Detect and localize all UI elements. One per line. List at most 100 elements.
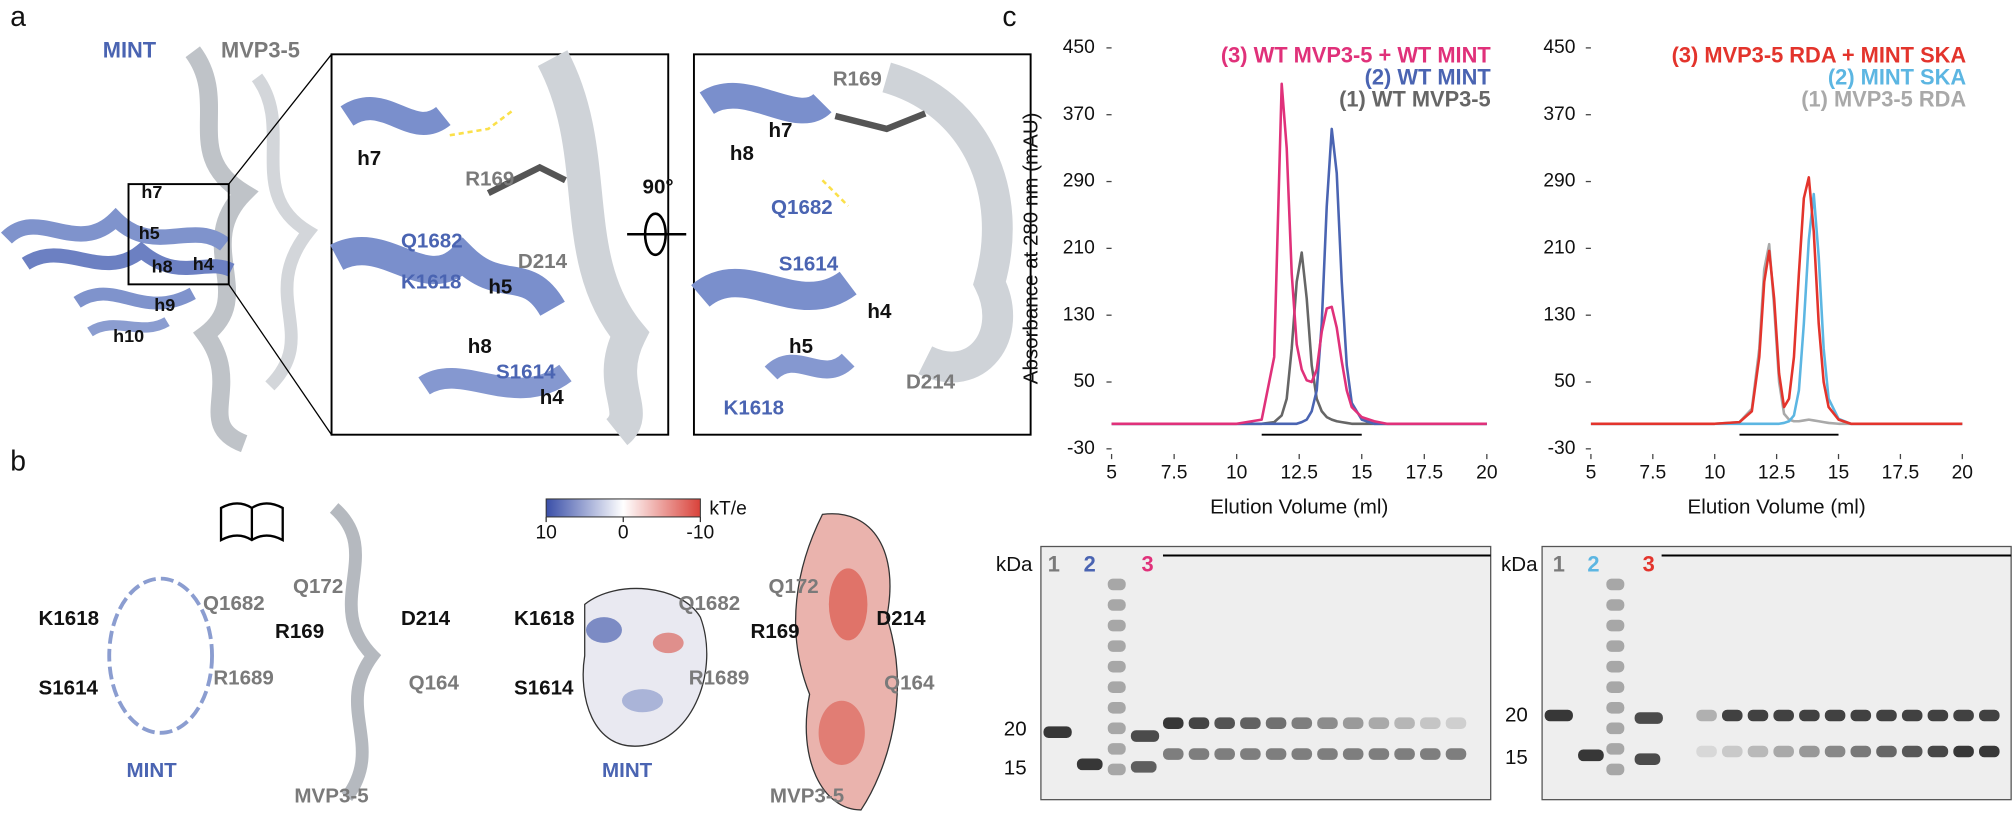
gel-band bbox=[1394, 717, 1415, 729]
x-tick-label: 10 bbox=[1226, 462, 1247, 483]
y-tick-label: 210 bbox=[1543, 237, 1575, 258]
gel-band bbox=[1606, 640, 1625, 652]
residue-label: h8 bbox=[730, 142, 754, 165]
gel-band bbox=[1634, 753, 1661, 765]
y-tick-label: 50 bbox=[1073, 371, 1094, 392]
panel-label: b bbox=[10, 444, 26, 476]
residue-label: R169 bbox=[465, 168, 514, 191]
residue-label: Q164 bbox=[409, 671, 460, 694]
cartoon-structures bbox=[107, 503, 382, 801]
x-tick-label: 7.5 bbox=[1639, 462, 1666, 483]
gel-band bbox=[1107, 599, 1126, 611]
gel-unit: kDa bbox=[1501, 553, 1538, 576]
gel-band bbox=[1107, 640, 1126, 652]
gel-band bbox=[1876, 745, 1897, 758]
x-tick-label: 5 bbox=[1106, 462, 1117, 483]
x-tick-label: 10 bbox=[1704, 462, 1725, 483]
gel-band bbox=[1445, 717, 1467, 729]
gel-band bbox=[1130, 730, 1160, 742]
legend-entry: (3) WT MVP3-5 + WT MINT bbox=[1221, 43, 1491, 68]
y-tick-label: 450 bbox=[1063, 37, 1095, 58]
lane-label: 3 bbox=[1643, 552, 1655, 577]
residue-label: Q172 bbox=[293, 575, 343, 598]
gel-band bbox=[1107, 763, 1126, 776]
marker-label: 20 bbox=[1505, 704, 1528, 727]
y-tick-label: 130 bbox=[1543, 304, 1575, 325]
gel-band bbox=[1291, 748, 1313, 760]
gel-band bbox=[1901, 709, 1923, 722]
gel-band bbox=[1606, 599, 1625, 611]
lane-label: 1 bbox=[1048, 552, 1060, 577]
rotation-label: 90° bbox=[643, 175, 674, 198]
gel-band bbox=[1606, 660, 1625, 673]
gel-band bbox=[1107, 578, 1126, 591]
residue-label: h4 bbox=[540, 386, 565, 409]
gel-band bbox=[1799, 745, 1820, 758]
legend-entry: (2) WT MINT bbox=[1365, 65, 1492, 90]
series-line bbox=[1111, 82, 1487, 426]
y-tick-label: -30 bbox=[1548, 438, 1576, 459]
residue-label: Q1682 bbox=[679, 592, 741, 615]
gel-band bbox=[1368, 748, 1390, 760]
colorbar bbox=[545, 498, 701, 518]
helix-label: h10 bbox=[113, 326, 144, 346]
gel-band bbox=[1979, 709, 2000, 722]
marker-label: 15 bbox=[1004, 756, 1027, 779]
gel-band bbox=[1876, 709, 1897, 722]
gel-band bbox=[1606, 578, 1625, 591]
residue-label: h4 bbox=[867, 300, 892, 323]
colorbar-unit: kT/e bbox=[709, 498, 746, 519]
x-tick-label: 7.5 bbox=[1161, 462, 1188, 483]
gel-band bbox=[1634, 712, 1663, 724]
protein-name: MINT bbox=[103, 38, 157, 63]
gel-band bbox=[1214, 717, 1235, 729]
series-line bbox=[1111, 127, 1487, 426]
residue-label: D214 bbox=[906, 371, 956, 394]
gel-band bbox=[1773, 745, 1794, 758]
residue-label: R169 bbox=[275, 620, 324, 643]
colorbar-tick-label: 10 bbox=[535, 523, 556, 544]
residue-label: K1618 bbox=[514, 607, 575, 630]
gel-band bbox=[1188, 717, 1210, 729]
colorbar-tick-label: -10 bbox=[686, 523, 714, 544]
gel-unit: kDa bbox=[996, 553, 1033, 576]
structure-overview bbox=[0, 46, 333, 453]
residue-label: K1618 bbox=[723, 396, 784, 419]
gel-band bbox=[1722, 745, 1743, 758]
x-tick-label: 17.5 bbox=[1882, 462, 1920, 483]
gel-band bbox=[1107, 619, 1126, 632]
x-tick-label: 12.5 bbox=[1758, 462, 1796, 483]
residue-label: D214 bbox=[401, 607, 451, 630]
gel-band bbox=[1722, 709, 1743, 722]
residue-label: Q164 bbox=[884, 671, 935, 694]
y-tick-label: -30 bbox=[1067, 438, 1095, 459]
gel-band bbox=[1317, 717, 1338, 729]
gel-band bbox=[1130, 761, 1157, 773]
x-tick-label: 17.5 bbox=[1406, 462, 1444, 483]
lane-label: 3 bbox=[1142, 552, 1154, 577]
gel-band bbox=[1162, 717, 1184, 729]
x-tick-label: 15 bbox=[1351, 462, 1372, 483]
book-icon bbox=[219, 502, 284, 543]
lane-label: 1 bbox=[1553, 552, 1565, 577]
series-line bbox=[1111, 251, 1487, 426]
y-tick-label: 370 bbox=[1063, 104, 1095, 125]
rotation-icon bbox=[627, 212, 687, 257]
gel-band bbox=[1107, 660, 1126, 673]
residue-label: S1614 bbox=[39, 677, 99, 700]
residue-label: S1614 bbox=[514, 677, 574, 700]
helix-label: h7 bbox=[141, 182, 162, 202]
gel-band bbox=[1578, 749, 1604, 762]
series-line bbox=[1590, 176, 1963, 426]
panel-label: c bbox=[1002, 0, 1016, 32]
residue-label: h8 bbox=[468, 335, 492, 358]
gel-band bbox=[1317, 748, 1338, 760]
y-tick-label: 130 bbox=[1063, 304, 1095, 325]
residue-label: R1689 bbox=[689, 666, 750, 689]
gel-band bbox=[1076, 758, 1103, 771]
gel-band bbox=[1824, 745, 1846, 758]
x-axis-label: Elution Volume (ml) bbox=[1210, 495, 1388, 518]
gel-band bbox=[1240, 717, 1261, 729]
residue-label: D214 bbox=[876, 607, 926, 630]
